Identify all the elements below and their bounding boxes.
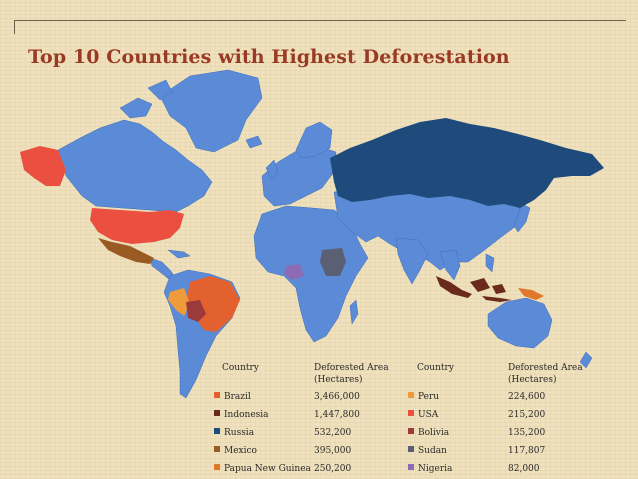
legend-area-value: 395,000	[314, 446, 352, 456]
philippines-shape	[485, 253, 495, 273]
legend-country-name: Brazil	[224, 392, 251, 402]
japan-shape	[513, 203, 531, 233]
legend-row: Sudan	[408, 446, 447, 456]
legend-swatch-papua-new-guinea	[214, 464, 220, 470]
legend-header-area-line1: Deforested Area	[314, 363, 389, 373]
legend-row: Papua New Guinea	[214, 464, 311, 474]
legend-row: Mexico	[214, 446, 257, 456]
legend-swatch-mexico	[214, 446, 220, 452]
country-mexico	[98, 238, 154, 264]
legend-swatch-brazil	[214, 392, 220, 398]
new-zealand-shape	[579, 351, 593, 369]
legend-row: Bolivia	[408, 428, 449, 438]
frame-top-line	[14, 20, 626, 21]
legend-swatch-usa	[408, 410, 414, 416]
madagascar-shape	[349, 299, 359, 325]
country-bolivia	[186, 300, 206, 322]
legend-country-name: Papua New Guinea	[224, 464, 311, 474]
legend-area-value: 224,600	[508, 392, 546, 402]
country-usa-alaska	[20, 146, 66, 186]
iceland-shape	[245, 135, 263, 149]
legend-area-value: 532,200	[314, 428, 352, 438]
legend-area-value: 3,466,000	[314, 392, 360, 402]
country-usa	[90, 208, 184, 244]
page-title: Top 10 Countries with Highest Deforestat…	[28, 46, 510, 68]
legend-country-name: Nigeria	[418, 464, 453, 474]
legend-country-name: Mexico	[224, 446, 257, 456]
scandinavia-shape	[295, 121, 333, 159]
southeast-asia-shape	[439, 249, 461, 281]
legend-swatch-indonesia	[214, 410, 220, 416]
legend-header-area-line2-right: (Hectares)	[508, 375, 557, 385]
legend-area-value: 135,200	[508, 428, 546, 438]
country-peru	[168, 288, 190, 316]
legend-header-area-left: Deforested Area (Hectares)	[314, 362, 389, 386]
legend-row: Indonesia	[214, 410, 269, 420]
country-sudan	[320, 248, 346, 276]
greenland-shape	[159, 69, 263, 153]
highlighted-countries	[20, 118, 604, 332]
legend-swatch-russia	[214, 428, 220, 434]
legend-country-name: Russia	[224, 428, 255, 438]
legend-area-value: 250,200	[314, 464, 352, 474]
country-papua-new-guinea	[518, 288, 544, 300]
country-indonesia	[436, 276, 512, 302]
legend-header-country-right: Country	[417, 363, 454, 373]
legend-country-name: Sudan	[418, 446, 447, 456]
legend-swatch-peru	[408, 392, 414, 398]
country-russia	[330, 118, 604, 208]
legend-country-name: Peru	[418, 392, 440, 402]
legend-country-name: Bolivia	[418, 428, 450, 438]
legend-row: Russia	[214, 428, 254, 438]
india-shape	[395, 237, 429, 285]
legend-header-area-line1-right: Deforested Area	[508, 363, 583, 373]
legend-area-value: 1,447,800	[314, 410, 360, 420]
legend-header-area-right: Deforested Area (Hectares)	[508, 362, 583, 386]
legend-row: Nigeria	[408, 464, 452, 474]
uk-shape	[265, 159, 279, 181]
legend-area-value: 117,807	[508, 446, 546, 456]
country-nigeria	[284, 264, 304, 280]
canada-shape	[57, 119, 213, 213]
legend-header-area-line2: (Hectares)	[314, 375, 363, 385]
legend-swatch-nigeria	[408, 464, 414, 470]
frame-left-tick	[14, 20, 15, 34]
legend-swatch-sudan	[408, 446, 414, 452]
legend-swatch-bolivia	[408, 428, 414, 434]
europe-shape	[261, 145, 337, 207]
legend-area-value: 215,200	[508, 410, 546, 420]
legend-row: Brazil	[214, 392, 251, 402]
africa-shape	[253, 205, 369, 343]
legend-row: Peru	[408, 392, 439, 402]
arctic-islands-shape	[119, 97, 153, 119]
australia-shape	[487, 297, 553, 349]
legend-header-country-left: Country	[222, 363, 259, 373]
world-land	[57, 69, 593, 399]
legend-table: Country Deforested Area (Hectares) Count…	[212, 360, 602, 475]
legend-row: USA	[408, 410, 438, 420]
arctic-islands-2-shape	[147, 79, 173, 101]
legend-country-name: USA	[418, 410, 439, 420]
legend-area-value: 82,000	[508, 464, 540, 474]
legend-country-name: Indonesia	[224, 410, 269, 420]
caribbean-shape	[167, 249, 191, 259]
